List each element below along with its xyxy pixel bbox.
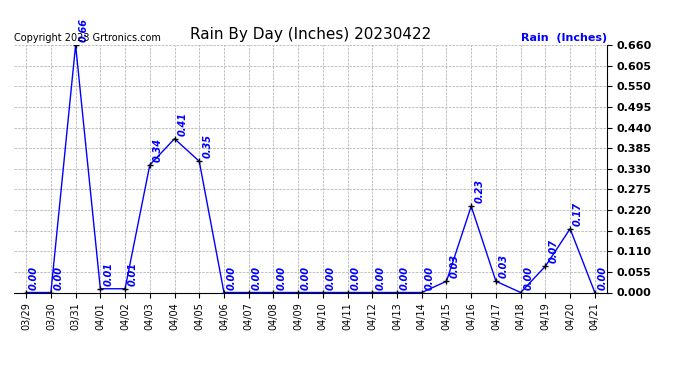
- Text: 0.00: 0.00: [351, 266, 361, 290]
- Text: 0.00: 0.00: [425, 266, 435, 290]
- Text: 0.01: 0.01: [128, 262, 138, 286]
- Text: 0.07: 0.07: [549, 239, 558, 263]
- Text: 0.34: 0.34: [152, 138, 163, 162]
- Text: 0.00: 0.00: [227, 266, 237, 290]
- Text: Copyright 2023 Grtronics.com: Copyright 2023 Grtronics.com: [14, 33, 161, 42]
- Text: 0.00: 0.00: [375, 266, 385, 290]
- Text: 0.03: 0.03: [499, 254, 509, 278]
- Text: 0.00: 0.00: [301, 266, 311, 290]
- Text: 0.01: 0.01: [104, 262, 113, 286]
- Text: 0.23: 0.23: [474, 179, 484, 203]
- Text: 0.00: 0.00: [524, 266, 533, 290]
- Text: 0.00: 0.00: [277, 266, 286, 290]
- Text: 0.00: 0.00: [54, 266, 64, 290]
- Title: Rain By Day (Inches) 20230422: Rain By Day (Inches) 20230422: [190, 27, 431, 42]
- Text: 0.00: 0.00: [400, 266, 410, 290]
- Text: 0.03: 0.03: [449, 254, 460, 278]
- Text: 0.00: 0.00: [598, 266, 608, 290]
- Text: 0.35: 0.35: [202, 134, 213, 158]
- Text: 0.00: 0.00: [252, 266, 262, 290]
- Text: 0.66: 0.66: [79, 18, 88, 42]
- Text: 0.17: 0.17: [573, 202, 583, 226]
- Text: Rain  (Inches): Rain (Inches): [521, 33, 607, 42]
- Text: 0.41: 0.41: [177, 112, 188, 136]
- Text: 0.00: 0.00: [326, 266, 336, 290]
- Text: 0.00: 0.00: [29, 266, 39, 290]
